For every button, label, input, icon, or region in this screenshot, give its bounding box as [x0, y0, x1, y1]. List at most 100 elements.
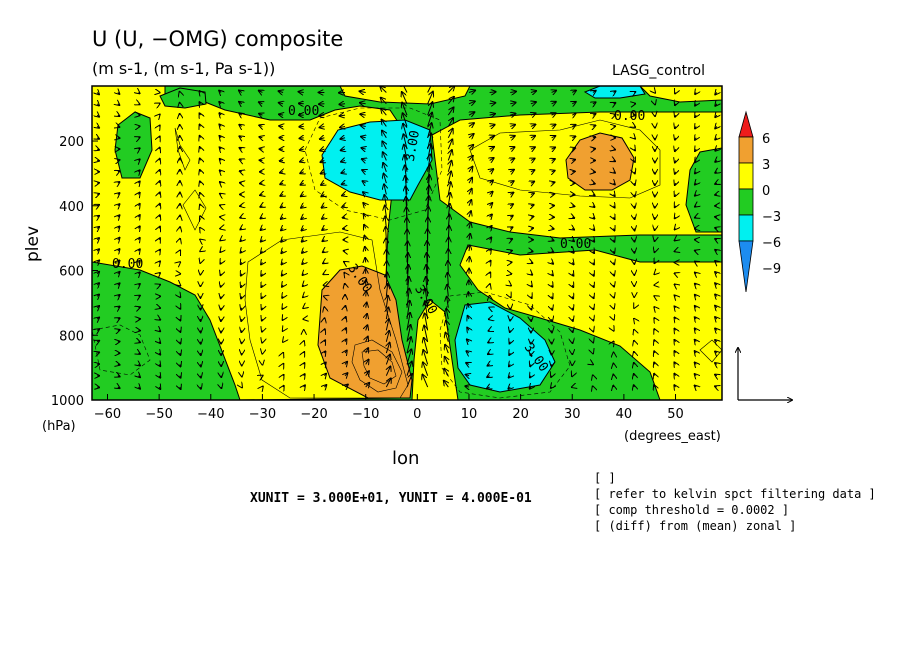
vector-arrow: [444, 369, 448, 376]
vector-arrow: [531, 262, 532, 263]
vector-arrow: [118, 215, 120, 217]
vector-arrow: [468, 316, 469, 319]
vector-arrow: [572, 217, 574, 218]
vector-arrow: [239, 90, 242, 92]
vector-arrow: [138, 148, 139, 149]
vector-arrow: [715, 172, 717, 173]
vector-arrow: [468, 292, 469, 296]
vector-arrow: [715, 317, 717, 319]
vector-arrow: [444, 381, 448, 388]
vector-arrow: [300, 149, 304, 150]
vector-arrow: [118, 283, 120, 285]
vector-arrow: [675, 194, 676, 196]
vector-arrow: [360, 91, 366, 92]
experiment-label: LASG_control: [612, 63, 705, 79]
y-axis: 200 400 600 800 1000: [51, 135, 98, 409]
vector-arrow: [654, 374, 655, 376]
vector-arrow: [469, 167, 473, 172]
vector-arrow: [531, 136, 535, 138]
vector-arrow: [118, 92, 120, 93]
vector-arrow: [531, 91, 536, 93]
vector-arrow: [344, 273, 345, 274]
vector-arrow: [695, 92, 696, 94]
vector-arrow: [572, 102, 576, 104]
vector-arrow: [614, 262, 615, 264]
vector-arrow: [675, 115, 676, 117]
vector-arrow: [344, 262, 345, 263]
vector-arrow: [97, 149, 99, 150]
vector-arrow: [510, 170, 514, 172]
vector-arrow: [386, 307, 388, 320]
vector-arrow: [593, 285, 594, 287]
vector-arrow: [138, 364, 139, 365]
vector-arrow: [552, 113, 556, 115]
vector-arrow: [468, 101, 475, 103]
vector-arrow: [240, 171, 242, 172]
vector-arrow: [118, 238, 120, 240]
vector-arrow: [97, 318, 99, 320]
vector-arrow: [304, 374, 305, 376]
x-tick-label: −20: [300, 407, 327, 422]
vector-arrow: [469, 156, 473, 161]
vector-arrow: [200, 170, 201, 172]
vector-arrow: [675, 318, 676, 320]
vector-arrow: [240, 240, 241, 241]
vector-arrow: [345, 362, 347, 365]
vector-arrow: [282, 274, 283, 276]
plot-area: [92, 86, 722, 400]
vector-arrow: [572, 125, 575, 127]
vector-arrow: [715, 183, 717, 184]
vector-arrow: [180, 319, 181, 320]
vector-arrow: [695, 217, 696, 218]
vector-arrow: [345, 317, 346, 319]
vector-arrow: [97, 115, 99, 117]
vector-arrow: [159, 376, 160, 378]
contour-line-dashed: [92, 324, 151, 376]
vector-arrow: [552, 194, 555, 195]
colorbar-cyan: [738, 214, 754, 242]
x-tick-label: −60: [94, 407, 121, 422]
vector-arrow: [118, 307, 120, 308]
vector-arrow: [180, 308, 181, 309]
y-tick-label: 1000: [51, 394, 84, 409]
vector-arrow: [695, 262, 696, 263]
vector-arrow: [531, 296, 532, 298]
vector-arrow: [304, 363, 305, 364]
vector-arrow: [303, 296, 304, 297]
vector-arrow: [530, 376, 531, 378]
vector-arrow: [281, 206, 283, 208]
vector-arrow: [675, 306, 676, 307]
vector-arrow: [715, 351, 717, 353]
vector-arrow: [510, 103, 515, 104]
vector-arrow: [715, 294, 717, 296]
vector-arrow: [220, 182, 221, 183]
vector-arrow: [715, 272, 717, 274]
vector-arrow: [321, 183, 324, 185]
vector-arrow: [261, 274, 262, 276]
positive-region-topright: [639, 86, 722, 103]
vector-arrow: [654, 385, 655, 387]
vector-arrow: [322, 240, 324, 241]
vector-arrow: [510, 342, 511, 344]
vector-arrow: [572, 319, 573, 321]
x-tick-label: −10: [352, 407, 379, 422]
vector-arrow: [552, 171, 555, 172]
vector-arrow: [510, 193, 513, 195]
vector-arrow: [324, 385, 326, 387]
vector-arrow: [279, 114, 283, 115]
vector-arrow: [180, 387, 181, 389]
vector-arrow: [323, 274, 324, 275]
vector-arrow: [593, 251, 594, 253]
vector-arrow: [386, 319, 388, 331]
vector-arrow: [695, 273, 696, 274]
vector-arrow: [675, 172, 676, 174]
vector-arrow: [508, 387, 510, 389]
vector-arrow: [386, 296, 388, 308]
vector-arrow: [138, 170, 139, 171]
vector-arrow: [715, 250, 717, 251]
vector-arrow: [552, 182, 555, 183]
vector-arrow: [341, 160, 345, 161]
vector-arrow: [552, 319, 553, 321]
vector-arrow: [199, 91, 200, 92]
x-tick-label: −50: [145, 407, 172, 422]
